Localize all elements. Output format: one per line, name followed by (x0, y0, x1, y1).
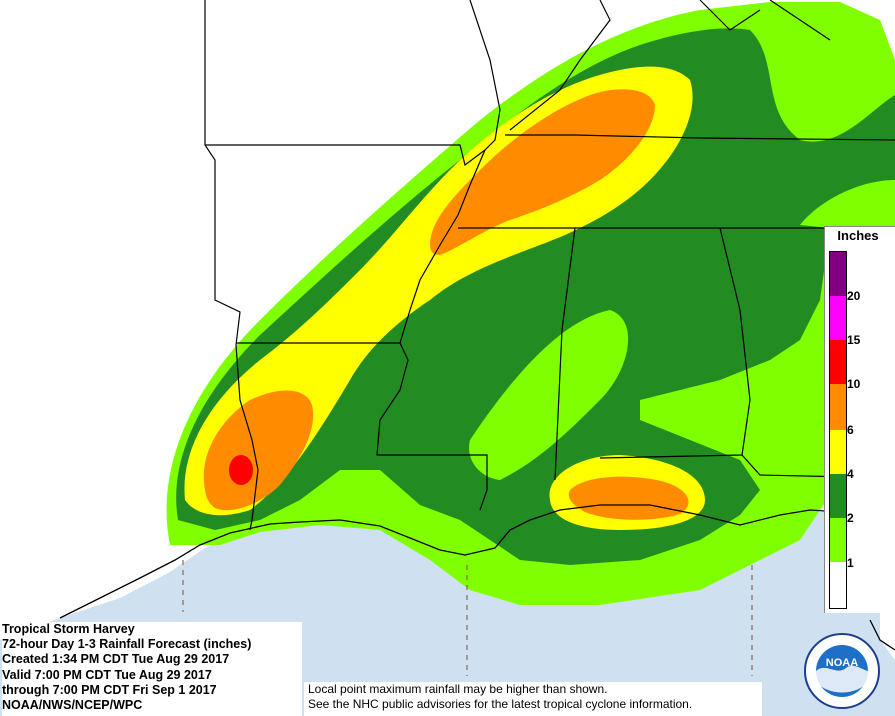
rain-6-10-area-west (203, 390, 314, 511)
rainfall-legend: Inches 20 15 10 6 4 2 1 (824, 226, 895, 613)
legend-swatch-lt1 (830, 562, 846, 608)
legend-swatch-gt20 (830, 252, 846, 296)
legend-swatch-6-10 (830, 384, 846, 430)
legend-swatch-10-15 (830, 340, 846, 384)
forecast-title: 72-hour Day 1-3 Rainfall Forecast (inche… (2, 637, 252, 652)
legend-color-bar (829, 251, 847, 609)
legend-swatch-15-20 (830, 296, 846, 340)
legend-tick-2: 2 (847, 511, 854, 525)
guide-lines (182, 560, 753, 676)
rain-6-10-area-north (430, 89, 655, 255)
through-time: through 7:00 PM CDT Fri Sep 1 2017 (2, 682, 217, 697)
rain-6-10-area-coast (568, 476, 689, 520)
legend-title: Inches (837, 228, 879, 243)
legend-swatch-2-4 (830, 474, 846, 518)
noaa-logo-icon: NOAA (804, 633, 880, 709)
coastline (59, 504, 895, 651)
legend-tick-15: 15 (847, 333, 861, 347)
legend-tick-10: 10 (847, 377, 861, 391)
rain-1-2-inner-gap (469, 310, 629, 480)
storm-name: Tropical Storm Harvey (2, 622, 135, 636)
legend-tick-1: 1 (847, 556, 854, 570)
legend-swatch-4-6 (830, 430, 846, 474)
rain-2-4-area (176, 28, 895, 566)
rain-10-15-area (229, 455, 253, 485)
legend-swatch-1-2 (830, 518, 846, 562)
legend-tick-20: 20 (847, 289, 861, 303)
state-borders (204, 0, 895, 531)
created-time: Created 1:34 PM CDT Tue Aug 29 2017 (2, 652, 230, 667)
disclaimer-line-1: Local point maximum rainfall may be high… (308, 682, 608, 696)
disclaimer-line-2: See the NHC public advisories for the la… (308, 697, 693, 711)
valid-time: Valid 7:00 PM CDT Tue Aug 29 2017 (2, 667, 212, 682)
noaa-logo-text: NOAA (826, 657, 858, 669)
disclaimer-box: Local point maximum rainfall may be high… (304, 682, 762, 716)
agency: NOAA/NWS/NCEP/WPC (2, 698, 143, 713)
legend-tick-6: 6 (847, 423, 854, 437)
product-info: Tropical Storm Harvey 72-hour Day 1-3 Ra… (2, 622, 302, 716)
legend-tick-4: 4 (847, 467, 854, 481)
